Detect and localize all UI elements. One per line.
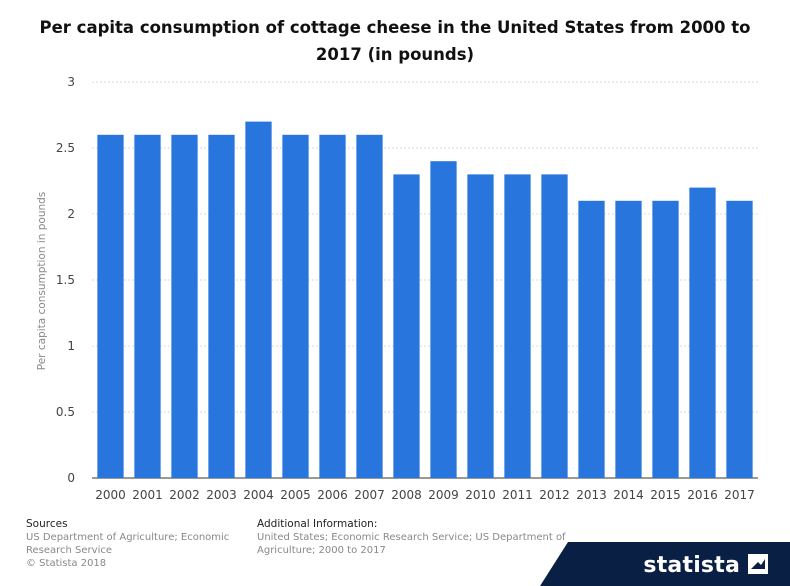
bar-2014[interactable] (615, 200, 642, 479)
bar-2006[interactable] (319, 134, 346, 479)
x-tick-label: 2014 (613, 488, 644, 502)
additional-info-text: United States; Economic Research Service… (257, 532, 566, 556)
bars (97, 121, 753, 479)
x-tick-label: 2007 (354, 488, 385, 502)
additional-info-heading: Additional Information: (257, 518, 378, 530)
bar-2002[interactable] (171, 134, 198, 479)
y-tick-label: 1.5 (56, 273, 75, 287)
x-tick-label: 2006 (317, 488, 348, 502)
sources-heading: Sources (26, 518, 68, 530)
x-tick-label: 2017 (724, 488, 755, 502)
bar-2007[interactable] (356, 134, 383, 479)
x-tick-label: 2012 (539, 488, 570, 502)
chart-title: Per capita consumption of cottage cheese… (39, 18, 751, 64)
bar-2011[interactable] (504, 174, 531, 478)
bar-2016[interactable] (689, 187, 716, 478)
y-axis-label: Per capita consumption in pounds (36, 192, 48, 371)
y-tick-labels: 0 0.5 1 1.5 2 2.5 3 (56, 75, 75, 485)
x-tick-label: 2005 (280, 488, 311, 502)
x-tick-label: 2016 (687, 488, 718, 502)
bar-2013[interactable] (578, 200, 605, 479)
x-tick-label: 2000 (95, 488, 126, 502)
x-tick-label: 2009 (428, 488, 459, 502)
bar-2012[interactable] (541, 174, 568, 478)
bar-2010[interactable] (467, 174, 494, 478)
gridlines (92, 81, 758, 479)
x-tick-label: 2004 (243, 488, 274, 502)
y-tick-label: 2 (67, 207, 75, 221)
brand-name: statista (643, 553, 740, 578)
x-tick-label: 2015 (650, 488, 681, 502)
y-tick-label: 0 (67, 471, 75, 485)
x-tick-label: 2001 (132, 488, 163, 502)
x-tick-label: 2003 (206, 488, 237, 502)
y-tick-label: 3 (67, 75, 75, 89)
bar-2015[interactable] (652, 200, 679, 479)
statista-brand[interactable]: statista (540, 542, 790, 586)
y-tick-label: 0.5 (56, 405, 75, 419)
bar-2004[interactable] (245, 121, 272, 478)
x-tick-label: 2013 (576, 488, 607, 502)
bar-2017[interactable] (726, 200, 753, 479)
bar-2008[interactable] (393, 174, 420, 478)
bar-2000[interactable] (97, 134, 124, 479)
sources-text: US Department of Agriculture; Economic R… (26, 532, 230, 556)
bar-2003[interactable] (208, 134, 235, 479)
statista-logo-icon (748, 554, 768, 574)
y-tick-label: 2.5 (56, 141, 75, 155)
bar-2005[interactable] (282, 134, 309, 479)
additional-info-block: Additional Information: United States; E… (257, 518, 577, 557)
y-tick-label: 1 (67, 339, 75, 353)
bar-2001[interactable] (134, 134, 161, 479)
bar-chart: 00.511.522.53 2000 2001 2002 2003 2004 2005 20… (36, 75, 758, 502)
x-tick-labels: 2000 2001 2002 2003 2004 2005 2006 2007 2008 2009… (95, 488, 755, 502)
sources-block: Sources US Department of Agriculture; Ec… (26, 518, 246, 570)
x-tick-label: 2002 (169, 488, 200, 502)
copyright-text: © Statista 2018 (26, 558, 107, 569)
x-tick-label: 2010 (465, 488, 496, 502)
bar-2009[interactable] (430, 161, 457, 478)
x-tick-label: 2011 (502, 488, 533, 502)
x-tick-label: 2008 (391, 488, 422, 502)
